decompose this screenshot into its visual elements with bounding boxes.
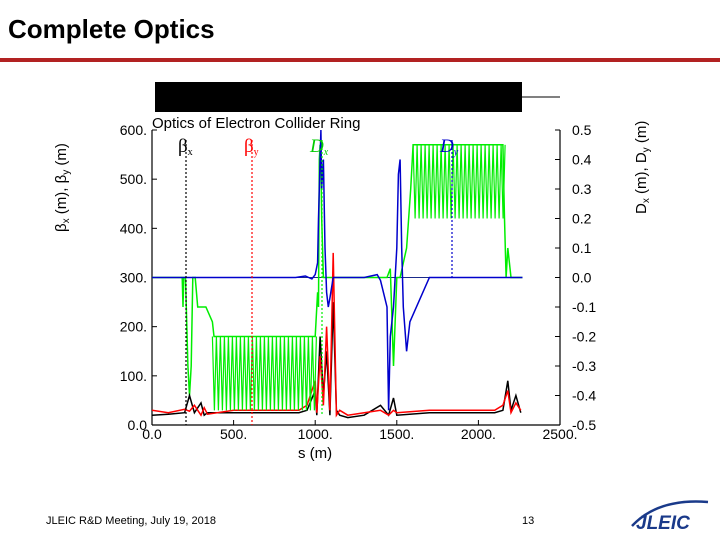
dx-oscillation-band — [412, 144, 506, 219]
y-right-tick-label: 0.5 — [572, 122, 592, 138]
x-tick-label: 2000. — [461, 426, 496, 442]
y-right-tick-label: -0.2 — [572, 329, 596, 345]
y-right-tick-label: 0.2 — [572, 211, 592, 227]
y-right-tick-label: -0.3 — [572, 358, 596, 374]
y-right-tick-label: -0.4 — [572, 388, 596, 404]
y-right-tick-label: -0.5 — [572, 417, 596, 433]
legend-dx: Dx — [309, 136, 329, 158]
y-left-tick-label: 0.0 — [128, 417, 148, 433]
jleic-logo: JLEIC — [631, 500, 709, 534]
series-betay-line — [152, 252, 522, 418]
y-right-tick-label: 0.1 — [572, 240, 592, 256]
x-tick-label: 2500. — [542, 426, 577, 442]
title-rule — [0, 58, 720, 62]
x-tick-label: 0.0 — [142, 426, 162, 442]
x-ticks: 0.0 500. 1000. 1500. 2000. 2500. — [142, 420, 578, 442]
y-left-tick-label: 100. — [120, 368, 147, 384]
legend-betax: βx — [178, 136, 193, 158]
chart-title: Optics of Electron Collider Ring — [152, 115, 360, 132]
series-dy-line — [152, 130, 523, 411]
y-left-tick-label: 400. — [120, 220, 147, 236]
x-tick-label: 1500. — [379, 426, 414, 442]
y-right-tick-label: 0.3 — [572, 181, 592, 197]
y-left-ticks: 0.0 100. 200. 300. 400. 500. 600. — [120, 122, 157, 433]
y-right-ticks: -0.5 -0.4 -0.3 -0.2 -0.1 0.0 0.1 0.2 0.3 0.4 0.5 — [555, 122, 596, 433]
redaction-bar — [155, 82, 522, 112]
x-axis-label: s (m) — [298, 445, 332, 462]
slide-title: Complete Optics — [8, 14, 215, 44]
y-left-tick-label: 200. — [120, 319, 147, 335]
y-left-tick-label: 500. — [120, 171, 147, 187]
footer-text: JLEIC R&D Meeting, July 19, 2018 — [46, 515, 216, 527]
x-tick-label: 500. — [220, 426, 247, 442]
y-right-tick-label: -0.1 — [572, 299, 596, 315]
y-left-tick-label: 600. — [120, 122, 147, 138]
legend-dy: Dy — [439, 136, 459, 158]
page-number: 13 — [522, 515, 535, 527]
legend-betay: βy — [244, 136, 259, 158]
dx-oscillation-band — [211, 336, 317, 411]
y-left-label: βx (m), βy (m) — [53, 143, 72, 232]
y-right-tick-label: 0.4 — [572, 152, 592, 168]
svg-text:JLEIC: JLEIC — [636, 513, 690, 534]
series-dx-line — [152, 144, 523, 396]
x-tick-label: 1000. — [298, 426, 333, 442]
series-group — [152, 130, 523, 419]
y-left-tick-label: 300. — [120, 270, 147, 286]
y-right-tick-label: 0.0 — [572, 270, 592, 286]
y-right-label: Dx (m), Dy (m) — [633, 121, 652, 214]
